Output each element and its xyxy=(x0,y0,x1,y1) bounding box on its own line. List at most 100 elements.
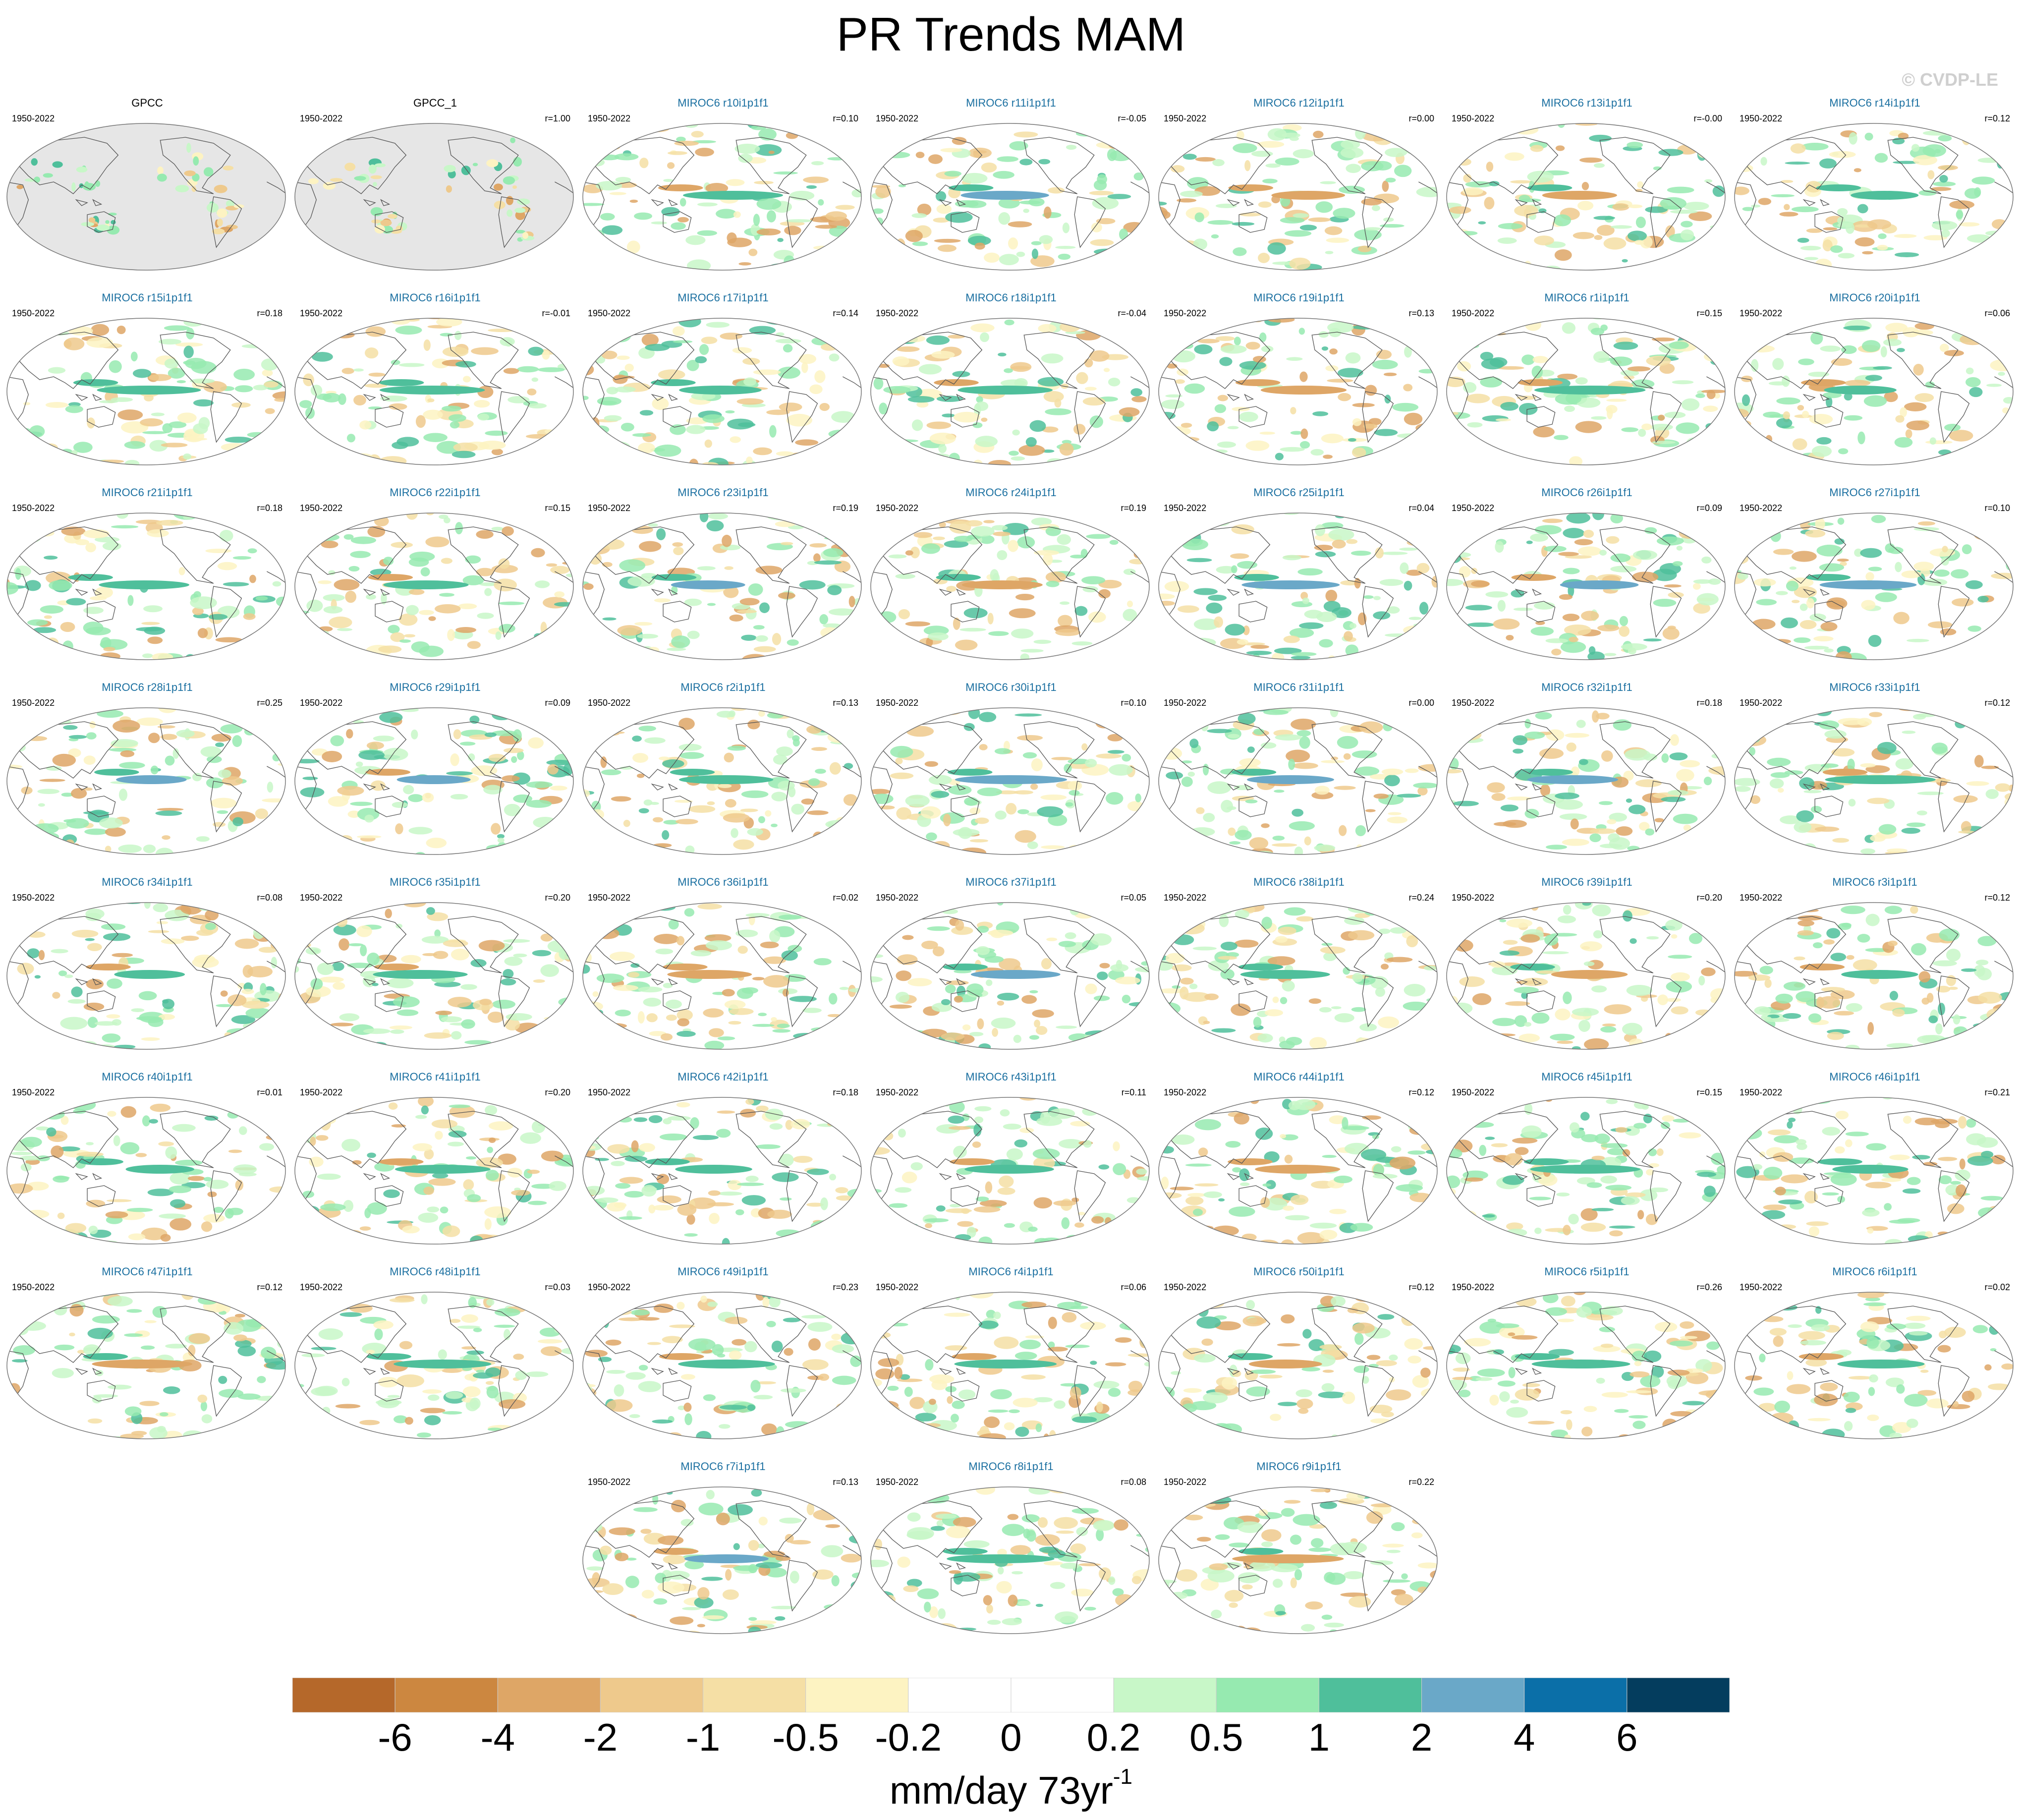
panel-title: MIROC6 r41i1p1f1 xyxy=(390,1071,481,1083)
map-panel: MIROC6 r21i1p1f1 1950-2022 r=0.18 xyxy=(6,486,288,670)
panel-period: 1950-2022 xyxy=(12,1282,55,1292)
panel-title: MIROC6 r38i1p1f1 xyxy=(1253,876,1345,888)
robinson-map xyxy=(1734,902,2014,1050)
colorbar-tick-label: -4 xyxy=(480,1715,515,1759)
panel-title: MIROC6 r28i1p1f1 xyxy=(102,681,193,693)
panel-period: 1950-2022 xyxy=(876,1477,919,1487)
panel-title: MIROC6 r9i1p1f1 xyxy=(1256,1460,1342,1473)
panel-correlation: r=0.24 xyxy=(1408,893,1434,903)
panel-title: MIROC6 r27i1p1f1 xyxy=(1829,486,1920,499)
robinson-map xyxy=(582,1097,862,1245)
colorbar-tick-label: 6 xyxy=(1616,1715,1638,1759)
panel-title: MIROC6 r3i1p1f1 xyxy=(1832,876,1917,888)
map-panel: MIROC6 r26i1p1f1 1950-2022 r=0.09 xyxy=(1446,486,1728,670)
map-panel: MIROC6 r19i1p1f1 1950-2022 r=0.13 xyxy=(1158,291,1440,475)
colorbar-tick-label: -0.5 xyxy=(772,1715,839,1759)
panel-title: MIROC6 r31i1p1f1 xyxy=(1253,681,1345,693)
panel-period: 1950-2022 xyxy=(876,503,919,513)
colorbar-tick-label: 0 xyxy=(1000,1715,1022,1759)
map-panel: MIROC6 r44i1p1f1 1950-2022 r=0.12 xyxy=(1158,1071,1440,1254)
panel-period: 1950-2022 xyxy=(876,893,919,903)
panel-title: MIROC6 r19i1p1f1 xyxy=(1253,291,1345,304)
panel-period: 1950-2022 xyxy=(588,1477,631,1487)
panel-correlation: r=0.12 xyxy=(1984,698,2010,708)
map-panel: MIROC6 r8i1p1f1 1950-2022 r=0.08 xyxy=(870,1460,1152,1644)
robinson-map xyxy=(870,902,1150,1050)
panel-correlation: r=0.21 xyxy=(1984,1087,2010,1097)
map-panel: MIROC6 r35i1p1f1 1950-2022 r=0.20 xyxy=(294,876,576,1059)
panel-period: 1950-2022 xyxy=(300,698,343,708)
panel-correlation: r=0.11 xyxy=(1121,1087,1146,1097)
robinson-map xyxy=(1158,1292,1438,1439)
panel-period: 1950-2022 xyxy=(1452,1087,1495,1097)
robinson-map xyxy=(870,1097,1150,1245)
panel-title: MIROC6 r24i1p1f1 xyxy=(965,486,1057,499)
panel-title: MIROC6 r36i1p1f1 xyxy=(677,876,769,888)
robinson-map xyxy=(870,1292,1150,1439)
panel-correlation: r=0.23 xyxy=(833,1282,858,1292)
colorbar-tick-label: 0.5 xyxy=(1189,1715,1243,1759)
panel-title: MIROC6 r10i1p1f1 xyxy=(677,97,769,109)
robinson-map xyxy=(582,123,862,271)
colorbar-swatch xyxy=(600,1678,704,1712)
robinson-map xyxy=(294,1292,574,1439)
map-panel: MIROC6 r18i1p1f1 1950-2022 r=-0.04 xyxy=(870,291,1152,475)
robinson-map xyxy=(6,512,286,660)
map-panel: MIROC6 r33i1p1f1 1950-2022 r=0.12 xyxy=(1734,681,2016,864)
panel-period: 1950-2022 xyxy=(876,308,919,318)
panel-correlation: r=0.04 xyxy=(1408,503,1434,513)
map-panel: MIROC6 r10i1p1f1 1950-2022 r=0.10 xyxy=(582,97,864,280)
colorbar-swatch xyxy=(805,1678,909,1712)
robinson-map xyxy=(294,318,574,465)
map-panel: MIROC6 r38i1p1f1 1950-2022 r=0.24 xyxy=(1158,876,1440,1059)
panel-title: MIROC6 r6i1p1f1 xyxy=(1832,1265,1917,1278)
map-panel: MIROC6 r28i1p1f1 1950-2022 r=0.25 xyxy=(6,681,288,864)
map-panel: MIROC6 r32i1p1f1 1950-2022 r=0.18 xyxy=(1446,681,1728,864)
panel-title: MIROC6 r39i1p1f1 xyxy=(1541,876,1632,888)
robinson-map xyxy=(1446,318,1726,465)
panel-correlation: r=0.15 xyxy=(1696,1087,1722,1097)
map-panel: MIROC6 r42i1p1f1 1950-2022 r=0.18 xyxy=(582,1071,864,1254)
panel-period: 1950-2022 xyxy=(1452,1282,1495,1292)
panel-correlation: r=1.00 xyxy=(545,114,570,123)
panel-title: MIROC6 r4i1p1f1 xyxy=(968,1265,1054,1278)
panel-title: MIROC6 r7i1p1f1 xyxy=(680,1460,766,1473)
panel-correlation: r=0.06 xyxy=(1121,1282,1146,1292)
map-panel: MIROC6 r3i1p1f1 1950-2022 r=0.12 xyxy=(1734,876,2016,1059)
panel-period: 1950-2022 xyxy=(300,503,343,513)
panel-title: MIROC6 r16i1p1f1 xyxy=(390,291,481,304)
panel-correlation: r=0.22 xyxy=(1408,1477,1434,1487)
panel-period: 1950-2022 xyxy=(12,114,55,123)
robinson-map xyxy=(1734,123,2014,271)
robinson-map xyxy=(582,1292,862,1439)
map-panel: MIROC6 r5i1p1f1 1950-2022 r=0.26 xyxy=(1446,1265,1728,1449)
panel-title: MIROC6 r26i1p1f1 xyxy=(1541,486,1632,499)
colorbar-tick-label: 2 xyxy=(1410,1715,1433,1759)
panel-title: MIROC6 r8i1p1f1 xyxy=(968,1460,1054,1473)
robinson-map xyxy=(582,707,862,855)
robinson-map xyxy=(582,512,862,660)
colorbar-swatch xyxy=(292,1678,395,1712)
panel-title: MIROC6 r40i1p1f1 xyxy=(102,1071,193,1083)
colorbar-units: mm/day 73yr-1 xyxy=(0,1764,2022,1813)
panel-correlation: r=0.19 xyxy=(833,503,858,513)
panel-title: MIROC6 r37i1p1f1 xyxy=(965,876,1057,888)
panel-correlation: r=0.12 xyxy=(1408,1282,1434,1292)
panel-period: 1950-2022 xyxy=(1740,1282,1783,1292)
map-panel: MIROC6 r43i1p1f1 1950-2022 r=0.11 xyxy=(870,1071,1152,1254)
map-panel: GPCC_1 1950-2022 r=1.00 xyxy=(294,97,576,280)
panel-period: 1950-2022 xyxy=(1164,893,1207,903)
colorbar xyxy=(292,1678,1730,1712)
panel-period: 1950-2022 xyxy=(300,1087,343,1097)
panel-period: 1950-2022 xyxy=(1452,698,1495,708)
panel-period: 1950-2022 xyxy=(876,114,919,123)
panel-period: 1950-2022 xyxy=(1452,893,1495,903)
map-panel: MIROC6 r2i1p1f1 1950-2022 r=0.13 xyxy=(582,681,864,864)
panel-correlation: r=0.02 xyxy=(833,893,858,903)
robinson-map xyxy=(870,1486,1150,1634)
map-panel: MIROC6 r20i1p1f1 1950-2022 r=0.06 xyxy=(1734,291,2016,475)
robinson-map xyxy=(294,123,574,271)
panel-period: 1950-2022 xyxy=(300,114,343,123)
colorbar-swatch xyxy=(394,1678,498,1712)
panel-correlation: r=0.12 xyxy=(257,1282,282,1292)
